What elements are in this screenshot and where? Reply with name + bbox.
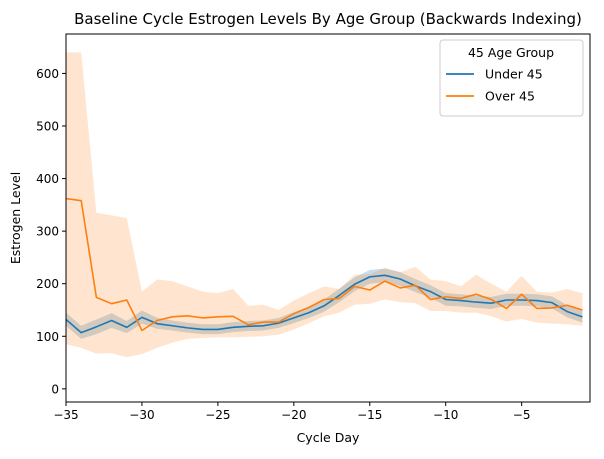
y-tick-label: 300	[36, 225, 59, 239]
confidence-bands	[66, 52, 583, 358]
y-axis-ticks: 0 100 200 300 400 500 600	[36, 67, 66, 396]
y-tick-label: 100	[36, 330, 59, 344]
y-tick-label: 0	[51, 382, 59, 396]
x-axis-ticks: −35 −30 −25 −20 −15 −10 −5	[53, 402, 531, 422]
y-tick-label: 200	[36, 277, 59, 291]
series-line-over-45	[66, 197, 583, 332]
y-tick-label: 400	[36, 172, 59, 186]
legend: 45 Age Group Under 45 Over 45	[439, 39, 584, 117]
series-lines	[66, 197, 583, 334]
chart-title: Baseline Cycle Estrogen Levels By Age Gr…	[74, 10, 582, 28]
x-tick-label: −15	[357, 408, 382, 422]
confidence-band-under-45	[66, 268, 583, 339]
x-tick-label: −25	[205, 408, 230, 422]
y-tick-label: 600	[36, 67, 59, 81]
legend-title: 45 Age Group	[468, 45, 554, 60]
x-tick-label: −5	[513, 408, 531, 422]
y-axis-label: Estrogen Level	[8, 172, 23, 264]
legend-box	[439, 39, 584, 117]
x-tick-label: −30	[129, 408, 154, 422]
legend-label-over-45: Over 45	[485, 89, 535, 104]
x-tick-label: −20	[281, 408, 306, 422]
plot-frame	[65, 33, 591, 403]
confidence-band-over-45	[66, 52, 583, 358]
x-axis-label: Cycle Day	[297, 430, 360, 445]
x-tick-label: −10	[433, 408, 458, 422]
x-tick-label: −35	[53, 408, 78, 422]
y-tick-label: 500	[36, 120, 59, 134]
legend-label-under-45: Under 45	[485, 67, 543, 82]
